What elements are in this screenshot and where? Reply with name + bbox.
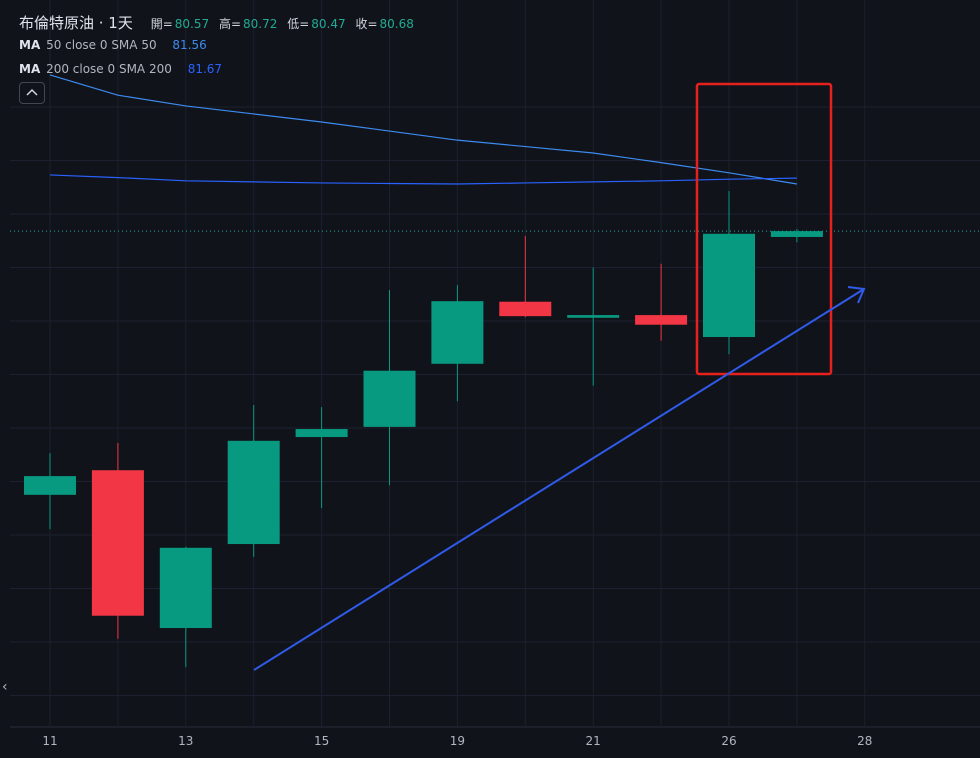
indicator-name: MA xyxy=(19,62,41,76)
x-tick-label: 15 xyxy=(314,734,329,748)
x-tick-label: 28 xyxy=(857,734,872,748)
ohlc-label: 收= xyxy=(355,17,378,31)
arrow-head xyxy=(847,286,866,304)
x-tick-label: 19 xyxy=(450,734,465,748)
candle-body xyxy=(295,429,348,438)
x-tick-label: 13 xyxy=(178,734,193,748)
highlight-box xyxy=(695,82,833,376)
candle-body xyxy=(159,547,212,629)
ma-legend: MA 50 close 0 SMA 50 81.56 xyxy=(19,38,209,52)
candle-body xyxy=(24,476,76,495)
x-tick-label: 26 xyxy=(721,734,736,748)
symbol-title: 布倫特原油 · 1天 xyxy=(19,14,133,32)
ma-line xyxy=(49,174,797,185)
candle-body xyxy=(431,301,484,364)
ohlc-label: 開= xyxy=(150,17,173,31)
ohlc-label: 高= xyxy=(218,17,241,31)
candle-body xyxy=(91,470,144,616)
indicator-params: 200 close 0 SMA 200 xyxy=(46,62,172,76)
candle-body xyxy=(499,301,552,317)
ohlc-label: 低= xyxy=(287,17,310,31)
header: 布倫特原油 · 1天 開= 80.57 高= 80.72 低= 80.47 收= 80.… xyxy=(19,12,420,33)
ma-line xyxy=(49,74,797,185)
ohlc-value: 80.68 xyxy=(379,17,414,31)
ohlc-value: 80.72 xyxy=(243,17,278,31)
x-tick-label: 21 xyxy=(586,734,601,748)
candle-body xyxy=(567,315,620,318)
x-tick-label: 11 xyxy=(42,734,57,748)
candle-body xyxy=(227,440,280,545)
collapse-button[interactable] xyxy=(19,82,45,104)
ma-legend: MA 200 close 0 SMA 200 81.67 xyxy=(19,62,224,76)
indicator-value: 81.67 xyxy=(187,62,223,76)
candle-body xyxy=(703,233,755,338)
ohlc-value: 80.57 xyxy=(174,17,210,31)
candle-body xyxy=(363,370,416,427)
candle-body xyxy=(770,231,823,237)
indicator-name: MA xyxy=(19,38,41,52)
scroll-left[interactable]: ‹ xyxy=(2,679,8,695)
indicator-value: 81.56 xyxy=(172,38,207,52)
trend-arrow xyxy=(253,288,865,671)
indicator-params: 50 close 0 SMA 50 xyxy=(46,38,157,52)
ohlc-value: 80.47 xyxy=(311,17,346,31)
candle-body xyxy=(635,315,688,325)
